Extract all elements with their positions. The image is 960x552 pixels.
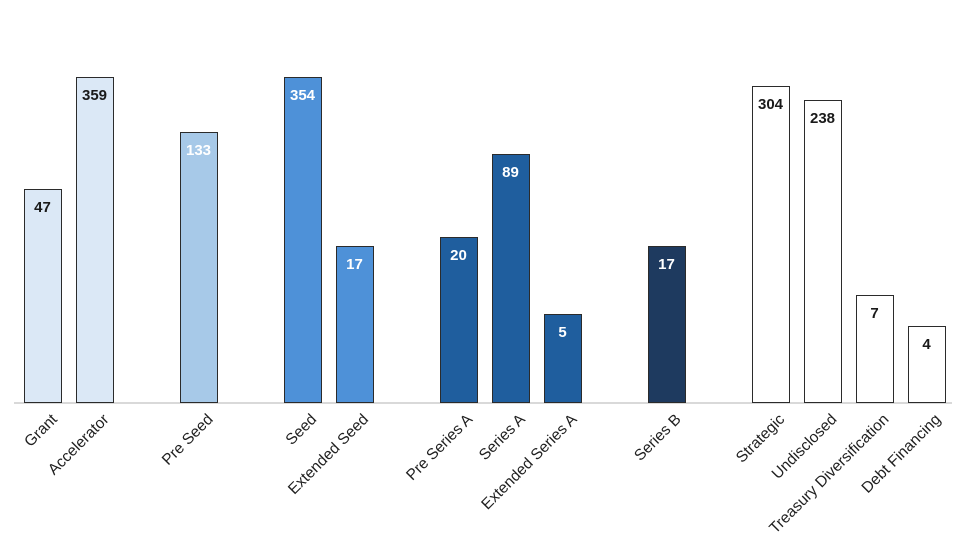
bar-value-label: 20 (450, 247, 467, 264)
bar-value-label: 17 (658, 256, 675, 273)
bar-value-label: 4 (922, 336, 931, 353)
bar-accelerator: 359 (75, 77, 114, 403)
x-axis-label-series-b: Series B (631, 411, 685, 465)
bar-extended-series-a: 5 (543, 314, 582, 403)
bar-value-label: 17 (346, 256, 363, 273)
x-axis-label-pre-seed: Pre Seed (158, 411, 217, 469)
bar-grant: 47 (23, 189, 62, 403)
bar-treasury-diversification: 7 (855, 295, 894, 403)
bar-value-label: 133 (185, 142, 212, 159)
x-axis-label-grant: Grant (21, 411, 61, 451)
bar-series-b: 17 (647, 246, 686, 403)
x-axis-label-extended-series-a: Extended Series A (478, 411, 581, 514)
bar-value-label: 354 (289, 87, 316, 104)
bar-pre-seed: 133 (179, 132, 218, 403)
bar-undisclosed: 238 (803, 100, 842, 403)
bar-debt-financing: 4 (907, 326, 946, 403)
bar-seed: 354 (283, 77, 322, 403)
bar-value-label: 7 (870, 305, 879, 322)
bar-extended-seed: 17 (335, 246, 374, 403)
bar-value-label: 238 (809, 110, 836, 127)
x-axis-line (14, 402, 952, 404)
bar-pre-series-a: 20 (439, 237, 478, 403)
bar-series-a: 89 (491, 154, 530, 403)
bar-value-label: 5 (558, 324, 567, 341)
bar-strategic: 304 (751, 86, 790, 403)
bar-value-label: 89 (502, 164, 519, 181)
x-axis-label-seed: Seed (282, 411, 321, 449)
bar-value-label: 304 (757, 96, 784, 113)
x-axis-label-pre-series-a: Pre Series A (403, 411, 477, 484)
bar-value-label: 47 (34, 199, 51, 216)
bar-value-label: 359 (81, 87, 108, 104)
